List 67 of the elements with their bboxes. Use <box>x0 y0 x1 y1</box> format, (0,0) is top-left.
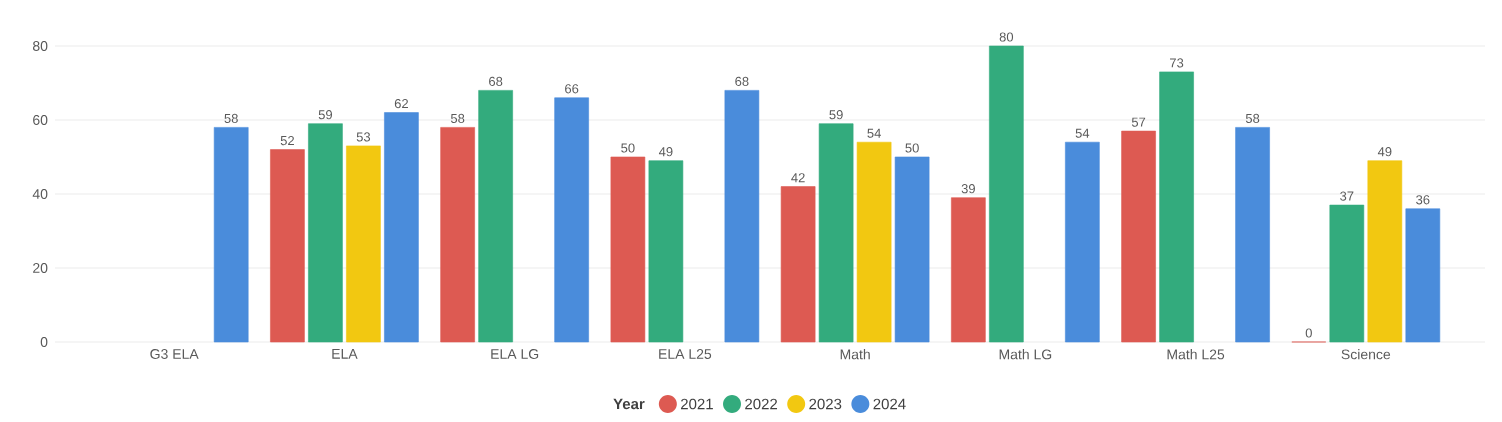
bar <box>780 186 816 343</box>
data-label: 54 <box>1075 128 1090 138</box>
bar <box>989 45 1024 343</box>
data-label: 49 <box>1377 147 1392 157</box>
legend-label: 2023 <box>809 398 842 410</box>
bar <box>856 141 892 343</box>
x-tick-label: Science <box>1341 349 1391 360</box>
y-tick-label: 40 <box>32 189 48 199</box>
bar <box>1235 127 1270 343</box>
bar <box>1065 141 1100 343</box>
data-label: 62 <box>394 99 408 109</box>
bar <box>1159 71 1194 343</box>
x-tick-label: Math L25 <box>1167 349 1225 360</box>
data-label: 73 <box>1170 58 1184 68</box>
data-label: 59 <box>318 110 333 120</box>
bar <box>818 123 854 343</box>
bar <box>213 127 249 343</box>
bar <box>951 197 986 343</box>
data-label: 52 <box>280 136 294 146</box>
x-tick-label: Math <box>840 349 870 360</box>
legend-label: 2024 <box>873 398 906 410</box>
bar <box>1121 130 1156 343</box>
x-tick-label: Math LG <box>999 349 1052 360</box>
data-label: 59 <box>829 110 843 120</box>
data-label: 37 <box>1340 191 1354 201</box>
bar <box>346 145 381 343</box>
bar <box>270 149 305 343</box>
legend-label: 2022 <box>745 398 778 410</box>
bar <box>610 156 646 343</box>
bar <box>478 90 513 343</box>
bar <box>648 160 684 343</box>
data-label: 68 <box>735 76 749 86</box>
bar <box>554 97 589 343</box>
bar <box>1329 204 1365 343</box>
x-tick-label: G3 ELA <box>150 349 199 359</box>
data-label: 58 <box>224 113 238 123</box>
x-tick-label: ELA L25 <box>659 349 712 359</box>
data-label: 57 <box>1131 117 1146 127</box>
data-label: 58 <box>1245 113 1260 123</box>
data-label: 42 <box>791 173 805 183</box>
x-tick-label: ELA LG <box>491 349 539 359</box>
data-label: 58 <box>450 113 465 123</box>
bar <box>724 90 760 343</box>
data-label: 50 <box>905 143 919 153</box>
bar <box>440 127 475 343</box>
bar <box>894 156 930 343</box>
bar <box>1367 160 1403 343</box>
legend-label: 2021 <box>681 398 713 410</box>
data-label: 36 <box>1416 195 1430 205</box>
legend-title: Year <box>613 398 645 410</box>
data-label: 53 <box>356 132 371 142</box>
data-label: 50 <box>621 143 635 153</box>
x-tick-label: ELA <box>332 349 358 359</box>
data-label: 80 <box>999 32 1014 42</box>
data-label: 68 <box>489 76 503 86</box>
data-label: 0 <box>1305 328 1312 338</box>
y-tick-label: 0 <box>40 337 48 347</box>
bar <box>384 112 419 343</box>
data-label: 39 <box>961 184 975 194</box>
bar <box>1405 208 1441 343</box>
y-tick-label: 80 <box>32 41 48 51</box>
data-label: 49 <box>658 147 673 157</box>
data-label: 66 <box>565 84 579 94</box>
data-label: 54 <box>867 128 881 138</box>
y-tick-label: 60 <box>33 115 48 125</box>
bar <box>308 123 343 343</box>
y-tick-label: 20 <box>33 263 48 273</box>
